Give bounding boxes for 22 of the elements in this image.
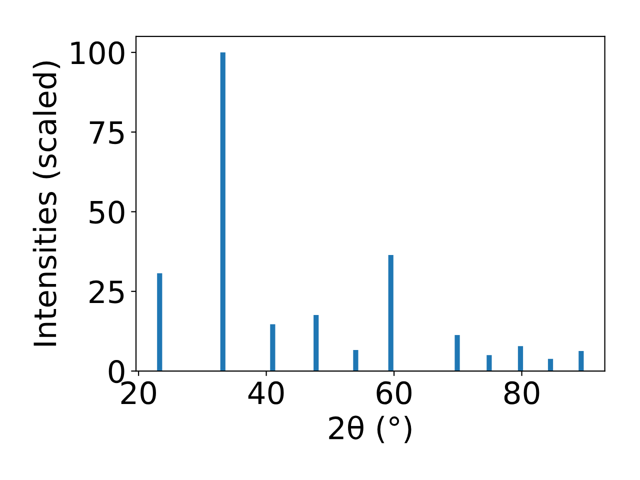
x-tick-label: 20 (121, 381, 156, 404)
bar (157, 273, 162, 372)
x-axis-title: 2θ (°) (329, 416, 412, 444)
bar (454, 335, 460, 372)
bar (220, 52, 226, 372)
bar (518, 346, 524, 372)
x-tick-label: 80 (504, 381, 540, 404)
bar (270, 324, 276, 372)
bar (486, 355, 492, 372)
y-axis-title: Intensities (scaled) (32, 61, 60, 346)
bar (388, 255, 394, 372)
bar (548, 358, 554, 372)
bar (314, 314, 319, 372)
x-tick-label: 60 (376, 381, 412, 404)
x-tick-label: 40 (248, 381, 284, 404)
y-tick-label: 25 (90, 280, 124, 304)
y-tick-label: 50 (90, 200, 124, 224)
y-tick-label: 0 (108, 360, 124, 384)
bar (578, 350, 584, 372)
bar (353, 350, 358, 372)
y-tick-label: 75 (90, 121, 124, 144)
y-tick-label: 100 (71, 41, 124, 64)
